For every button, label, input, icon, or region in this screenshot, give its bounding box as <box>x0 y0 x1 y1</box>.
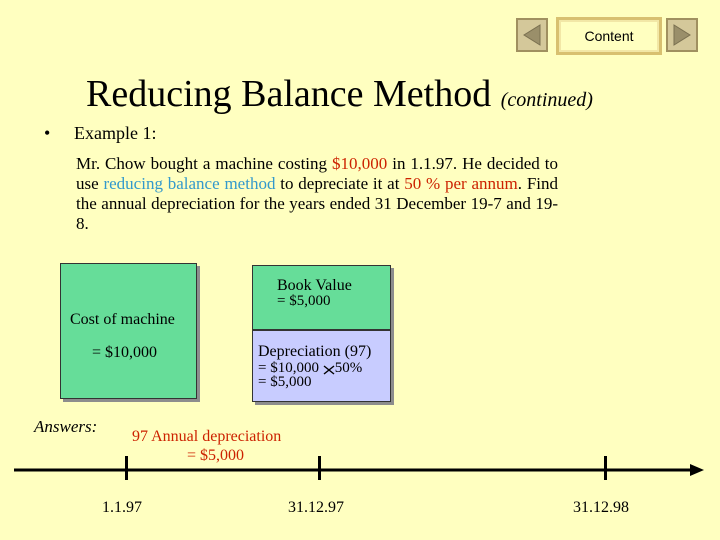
example-heading: • Example 1: <box>44 123 156 144</box>
para-text: . Find the annual depreciation for the y… <box>76 174 559 233</box>
book-value-value: = $5,000 <box>277 293 331 309</box>
depreciation-result: = $5,000 <box>258 374 312 390</box>
slide-title-main: Reducing Balance Method <box>86 73 492 115</box>
timeline-date: 31.12.97 <box>288 499 344 516</box>
depreciation-calc: = $10,000 50% <box>258 360 362 376</box>
timeline-tick <box>604 456 607 480</box>
para-text: in 1.1.97. He decided to use <box>76 154 558 193</box>
answers-label: Answers: <box>34 417 98 436</box>
answer-line-1: 97 Annual depreciation <box>132 428 282 445</box>
triangle-left-icon <box>518 20 546 50</box>
cost-label: Cost of machine <box>70 311 175 328</box>
cost-value: = $10,000 <box>92 344 158 361</box>
triangle-right-icon <box>668 20 696 50</box>
slide-title-sub: (continued) <box>500 89 593 111</box>
para-text: to depreciate it at <box>275 174 405 193</box>
timeline-tick <box>318 456 321 480</box>
dep-calc-amount: = $10,000 <box>258 360 319 376</box>
timeline-axis <box>14 464 704 476</box>
book-value-box <box>252 265 391 330</box>
answer-line-2: = $5,000 <box>187 447 245 464</box>
depreciation-label: Depreciation (97) <box>258 343 372 360</box>
prev-slide-button[interactable] <box>516 18 548 52</box>
timeline-tick <box>125 456 128 480</box>
book-value-label: Book Value <box>277 277 352 294</box>
cost-of-machine-box <box>60 263 197 399</box>
slide-title: Reducing Balance Method (continued) <box>86 72 593 116</box>
next-slide-button[interactable] <box>666 18 698 52</box>
timeline-date: 31.12.98 <box>573 499 629 516</box>
content-button-label: Content <box>584 28 634 44</box>
para-rate: 50 % per annum <box>404 174 518 193</box>
timeline-date: 1.1.97 <box>102 499 142 516</box>
dep-calc-rate: 50% <box>334 360 363 376</box>
para-cost: $10,000 <box>332 154 388 173</box>
content-button[interactable]: Content <box>556 17 662 55</box>
bullet: • <box>44 123 51 143</box>
example-heading-text: Example 1: <box>74 123 157 143</box>
para-text: Mr. Chow bought a machine costing <box>76 154 332 173</box>
para-method: reducing balance method <box>103 174 276 193</box>
example-paragraph: Mr. Chow bought a machine costing $10,00… <box>76 154 558 234</box>
multiply-icon <box>323 365 335 375</box>
depreciation-box <box>252 330 391 402</box>
